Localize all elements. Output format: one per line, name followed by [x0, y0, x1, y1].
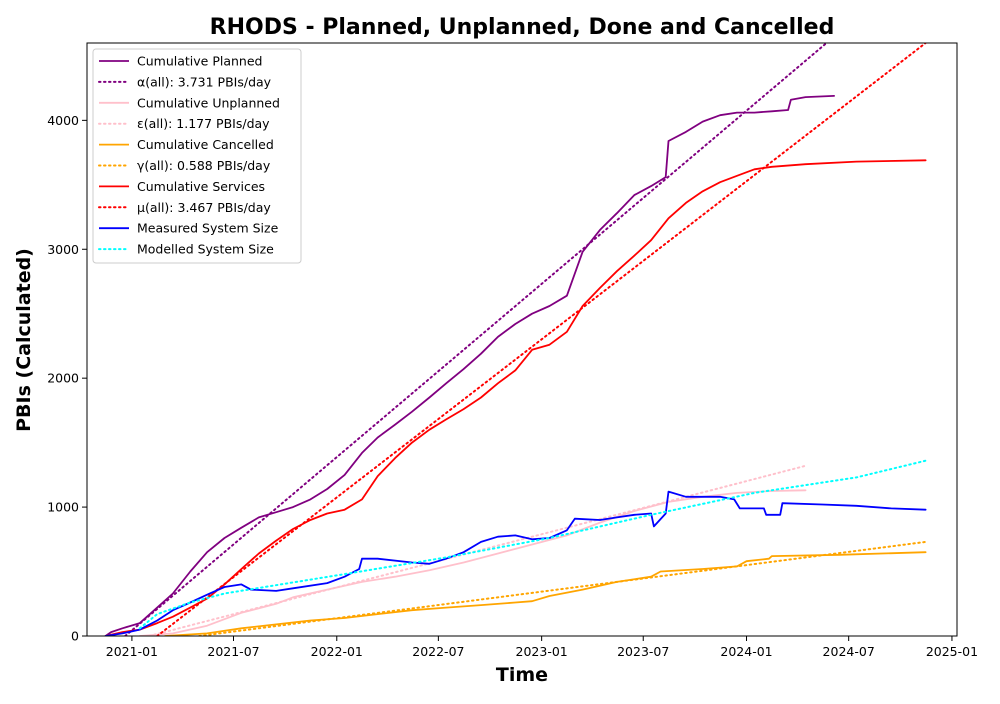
legend-label-cumulative-unplanned: Cumulative Unplanned [137, 95, 280, 110]
x-axis: 2021-01 2021-07 2022-01 2022-07 2023-01 2023-… [106, 636, 978, 659]
series-line-8 [156, 43, 927, 636]
y-axis: 0 1000 2000 3000 4000 [47, 113, 87, 644]
plot-frame [86, 42, 958, 637]
legend: Cumulative Planned α(all): 3.731 PBIs/day… [92, 48, 302, 264]
series-line-5 [164, 551, 927, 636]
legend-label-modelled-system-size: Modelled System Size [137, 242, 274, 257]
y-tick-label: 0 [71, 629, 79, 644]
y-tick-label: 2000 [47, 371, 79, 386]
series-line-3 [138, 489, 807, 636]
legend-label-cumulative-services: Cumulative Services [137, 179, 265, 194]
y-tick-label: 4000 [47, 113, 79, 128]
x-tick-label: 2023-01 [516, 644, 568, 659]
series-layer [104, 43, 927, 636]
series-line-6 [198, 540, 927, 636]
legend-label-cumulative-planned: Cumulative Planned [137, 54, 262, 69]
series-line-2 [124, 43, 829, 636]
legend-label-all-0-588-pbis-day: γ(all): 0.588 PBIs/day [137, 158, 271, 173]
legend-label-all-1-177-pbis-day: ε(all): 1.177 PBIs/day [137, 116, 270, 131]
series-line-10 [138, 459, 927, 630]
series-line-9 [104, 490, 927, 636]
legend-label-all-3-731-pbis-day: α(all): 3.731 PBIs/day [137, 74, 272, 89]
x-tick-label: 2023-07 [617, 644, 669, 659]
legend-label-measured-system-size: Measured System Size [137, 221, 279, 236]
x-tick-label: 2021-07 [207, 644, 259, 659]
legend-box [92, 48, 302, 264]
legend-label-all-3-467-pbis-day: μ(all): 3.467 PBIs/day [137, 200, 271, 215]
x-tick-label: 2025-01 [926, 644, 978, 659]
x-tick-label: 2022-01 [311, 644, 363, 659]
y-tick-label: 3000 [47, 242, 79, 257]
series-line-4 [148, 464, 807, 636]
y-tick-label: 1000 [47, 500, 79, 515]
legend-label-cumulative-cancelled: Cumulative Cancelled [137, 137, 274, 152]
chart-title: RHODS - Planned, Unplanned, Done and Can… [210, 15, 835, 40]
y-axis-label: PBIs (Calculated) [13, 248, 35, 432]
x-axis-label: Time [496, 664, 548, 686]
x-tick-label: 2022-07 [412, 644, 464, 659]
x-tick-label: 2024-01 [720, 644, 772, 659]
series-line-1 [104, 95, 835, 636]
x-tick-label: 2021-01 [106, 644, 158, 659]
x-tick-label: 2024-07 [823, 644, 875, 659]
